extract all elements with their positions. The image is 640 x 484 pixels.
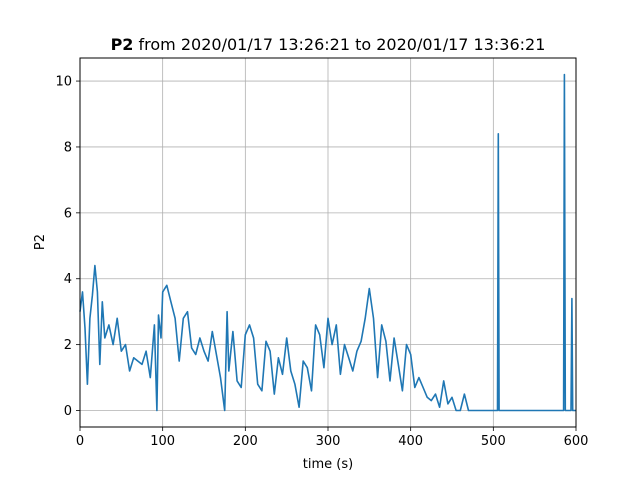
y-tick-label: 10 xyxy=(55,75,72,90)
x-tick-label: 300 xyxy=(316,434,341,449)
x-tick-label: 200 xyxy=(233,434,258,449)
chart-title-rest: from 2020/01/17 13:26:21 to 2020/01/17 1… xyxy=(133,35,545,54)
x-tick-label: 600 xyxy=(564,434,589,449)
x-ticks: 0 100 200 300 400 500 600 xyxy=(76,427,589,449)
x-tick-label: 100 xyxy=(150,434,175,449)
y-tick-label: 2 xyxy=(64,338,72,353)
y-ticks: 0 2 4 6 8 10 xyxy=(55,75,80,419)
chart-title-bold: P2 xyxy=(111,35,134,54)
y-tick-label: 6 xyxy=(64,206,72,221)
x-tick-label: 0 xyxy=(76,434,84,449)
y-tick-label: 0 xyxy=(64,404,72,419)
series-line-group xyxy=(79,73,576,412)
y-tick-label: 8 xyxy=(64,140,72,155)
x-tick-label: 500 xyxy=(481,434,506,449)
y-tick-label: 4 xyxy=(64,272,72,287)
x-axis-label: time (s) xyxy=(303,457,353,472)
series-line-0 xyxy=(79,73,576,412)
x-tick-label: 400 xyxy=(398,434,423,449)
chart-title: P2 from 2020/01/17 13:26:21 to 2020/01/1… xyxy=(111,35,546,54)
grid xyxy=(79,58,577,427)
y-axis-label: P2 xyxy=(33,234,48,250)
